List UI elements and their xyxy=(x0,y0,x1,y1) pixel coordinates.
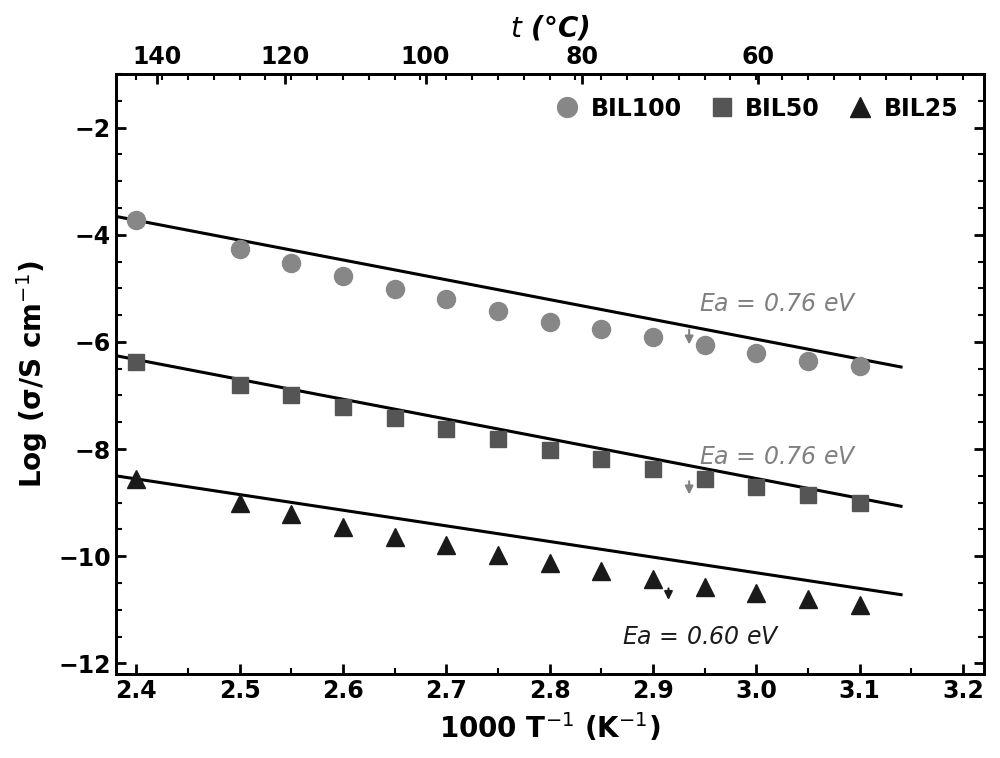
BIL50 xyxy=(595,454,607,463)
BIL50 xyxy=(130,358,142,367)
Line: BIL50: BIL50 xyxy=(128,354,868,511)
BIL100 xyxy=(234,245,246,254)
Y-axis label: Log (σ/S cm$^{-1}$): Log (σ/S cm$^{-1}$) xyxy=(14,260,50,488)
BIL100 xyxy=(544,317,556,326)
BIL50 xyxy=(544,446,556,455)
BIL50 xyxy=(802,490,814,499)
Legend: BIL100, BIL50, BIL25: BIL100, BIL50, BIL25 xyxy=(546,87,968,130)
BIL50 xyxy=(337,402,349,412)
BIL25 xyxy=(337,522,349,531)
X-axis label: $t$ (°C): $t$ (°C) xyxy=(510,14,589,43)
BIL100 xyxy=(130,215,142,224)
BIL25 xyxy=(492,550,504,559)
BIL50 xyxy=(234,381,246,390)
BIL25 xyxy=(285,510,297,519)
BIL50 xyxy=(492,435,504,444)
BIL100 xyxy=(854,362,866,371)
BIL100 xyxy=(595,324,607,333)
BIL100 xyxy=(750,348,762,357)
BIL25 xyxy=(234,498,246,507)
BIL25 xyxy=(854,601,866,610)
BIL50 xyxy=(699,474,711,483)
Line: BIL25: BIL25 xyxy=(127,469,869,615)
BIL25 xyxy=(389,533,401,542)
Line: BIL100: BIL100 xyxy=(127,211,869,375)
BIL100 xyxy=(285,258,297,267)
BIL25 xyxy=(595,567,607,576)
BIL100 xyxy=(440,295,452,304)
BIL100 xyxy=(802,356,814,365)
BIL50 xyxy=(647,465,659,474)
BIL50 xyxy=(750,482,762,491)
BIL100 xyxy=(389,285,401,294)
BIL50 xyxy=(854,498,866,507)
BIL100 xyxy=(492,306,504,315)
BIL50 xyxy=(285,391,297,400)
BIL25 xyxy=(750,588,762,597)
Text: $Ea$ = 0.76 eV: $Ea$ = 0.76 eV xyxy=(699,445,858,469)
BIL25 xyxy=(802,594,814,603)
BIL100 xyxy=(337,271,349,280)
BIL100 xyxy=(647,332,659,341)
Text: $Ea$ = 0.76 eV: $Ea$ = 0.76 eV xyxy=(699,293,858,316)
BIL25 xyxy=(699,582,711,591)
BIL25 xyxy=(647,575,659,584)
BIL50 xyxy=(389,413,401,422)
BIL25 xyxy=(544,559,556,568)
BIL25 xyxy=(130,474,142,483)
X-axis label: 1000 T$^{-1}$ (K$^{-1}$): 1000 T$^{-1}$ (K$^{-1}$) xyxy=(439,711,660,744)
BIL25 xyxy=(440,541,452,550)
BIL50 xyxy=(440,424,452,434)
BIL100 xyxy=(699,340,711,349)
Text: $Ea$ = 0.60 eV: $Ea$ = 0.60 eV xyxy=(622,625,780,649)
